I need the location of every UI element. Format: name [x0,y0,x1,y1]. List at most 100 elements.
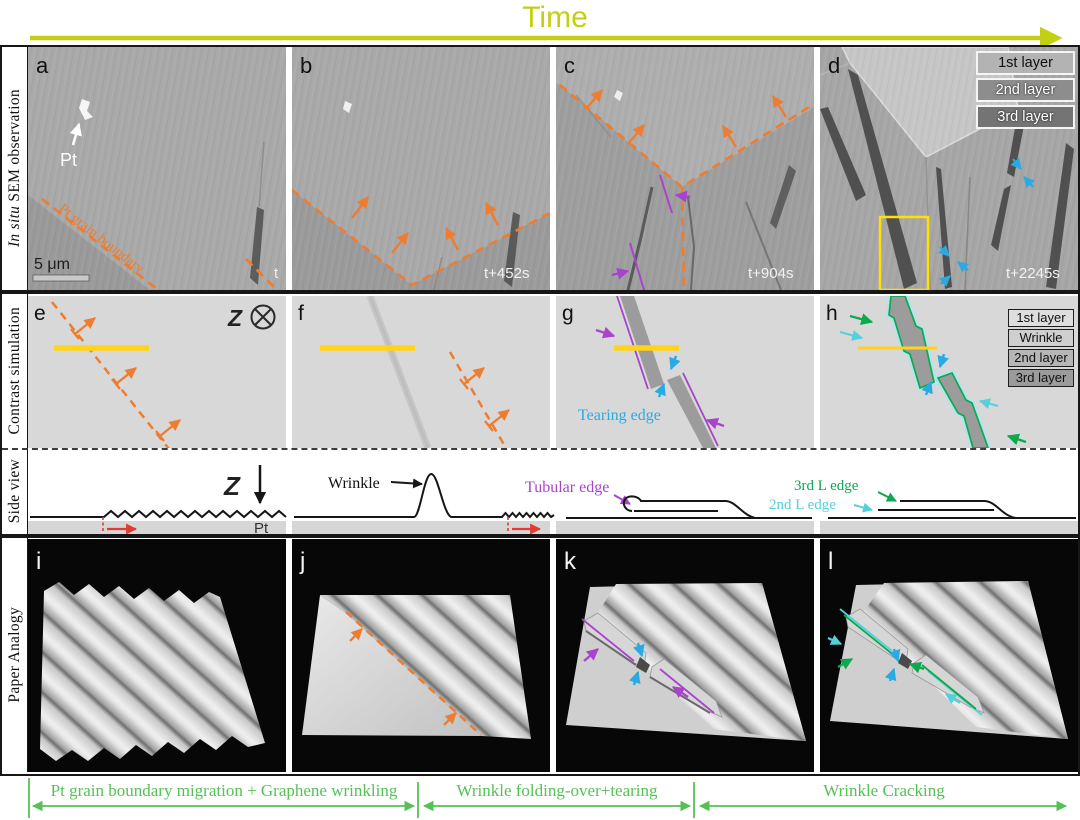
panel-letter: l [828,548,833,575]
migration-arrows [459,367,510,432]
z-axis-label: Z [227,305,243,331]
panel-letter: a [36,53,49,78]
cracked-wrinkle-lower [936,371,989,448]
timestamp: t [274,265,279,282]
pt-arrow-icon [69,122,82,146]
second-layer-edge-label: 2nd L edge [769,497,836,513]
stage2-label: Wrinkle folding-over+tearing [456,781,658,800]
flattened-paper [302,595,482,736]
grain-boundary-dashed-line [559,84,814,189]
panel-letter: k [564,548,577,575]
z-into-page-icon [250,304,276,330]
tubular-edge-label: Tubular edge [525,479,609,496]
panel-j-paper: j [292,539,550,772]
panel-letter: c [564,53,575,78]
pleated-paper [860,581,1068,739]
row-label-sem: In situ SEM observation [2,47,28,290]
migration-arrows [70,317,181,442]
side-view-band: Z Pt Wrinkle Tubular edge 3rd L edge 2nd… [28,451,1078,534]
tearing-arrows [629,642,645,686]
migration-arrows [585,89,788,148]
third-layer-edge-pointer [877,491,897,502]
third-layer-arrows [849,313,1027,446]
z-axis-label: Z [223,471,241,501]
tearing-edge-label: Tearing edge [578,407,661,424]
tear-notch [898,653,912,669]
tubular-edge-lines [595,296,725,447]
cracked-wrinkle-upper [888,296,935,390]
highlight-box [878,215,930,290]
grain-boundary-dashed-line [345,611,482,736]
panel-e-simulation: Z e [28,296,286,448]
stage-footer: Pt grain boundary migration + Graphene w… [28,778,1068,818]
legend-3rd-layer: 3rd layer [976,105,1075,129]
timestamp: t+452s [484,265,529,282]
crack-arrows [938,157,1035,287]
stage1-label: Pt grain boundary migration + Graphene w… [51,781,398,800]
migration-arrows [351,196,500,254]
panel-b-sem: t+452s b [292,47,550,290]
wrinkle-pointer-arrow [390,478,423,489]
tearing-arrows [654,355,681,398]
pt-substrate [28,521,1078,534]
tubular-edge-pointer [613,494,631,505]
panel-i-paper: i [28,539,286,772]
grain-boundary-dashed-line [41,197,161,290]
third-layer-edge-label: 3rd L edge [794,478,859,494]
scalebar-label: 5 μm [34,256,70,273]
graphene-profile-folded [622,495,756,519]
panel-letter: i [36,548,41,575]
stage3-label: Wrinkle Cracking [823,781,945,800]
graphene-profile-cracked [900,500,1017,519]
panel-letter: j [299,548,305,575]
legend-2nd-layer: 2nd layer [976,78,1075,102]
second-layer-edge-pointer [853,502,873,513]
folded-wrinkle-upper [620,296,664,389]
row-label-sideview: Side view [2,448,28,534]
scalebar [32,274,90,282]
panel-k-paper: k [556,539,814,772]
panel-letter: b [300,53,312,78]
legend-2nd-layer: 2nd layer [1008,349,1074,367]
migration-arrows [349,628,457,726]
grain-boundary-dashed-line [448,351,508,448]
panel-l-paper: l [820,539,1078,772]
panel-c-sem: t+904s c [556,47,814,290]
layer-legend-simulation: 1st layer Wrinkle 2nd layer 3rd layer [1008,309,1074,387]
legend-1st-layer: 1st layer [1008,309,1074,327]
graphene-profile-wrinkle [294,473,555,519]
time-header: Time [30,1,1063,45]
panel-f-simulation: f [292,296,550,448]
tear-notch [636,657,650,673]
tubular-edge-marks [611,174,691,290]
third-layer-edge-marks [837,614,977,710]
timestamp: t+2245s [1006,265,1060,282]
time-label: Time [522,1,588,34]
pt-particle [79,99,93,120]
legend-wrinkle: Wrinkle [1008,329,1074,347]
graphene-profile-wrinkling [30,509,287,519]
legend-3rd-layer: 3rd layer [1008,369,1074,387]
row-label-sem-italic: In situ [5,206,23,248]
timestamp: t+904s [748,265,793,282]
wrinkle-streak [250,207,264,285]
second-layer-arrows [839,330,999,409]
row-label-simulation: Contrast simulation [2,294,28,448]
wrinkle-label: Wrinkle [328,475,380,492]
panel-letter: f [298,302,304,325]
row-label-paper-analogy: Paper Analogy [2,538,28,772]
pleated-paper [320,595,531,739]
layer-legend-sem: 1st layer 2nd layer 3rd layer [976,51,1075,129]
panel-g-simulation: Tearing edge g [556,296,814,448]
panel-letter: h [826,302,838,325]
pt-substrate-label: Pt [254,520,269,534]
pleated-paper [40,582,265,761]
panel-letter: e [34,302,46,325]
sideview-divider [2,448,1076,450]
pt-label: Pt [60,150,77,170]
panel-a-sem: Pt Pt grain boundary 5 μm t a [28,47,286,290]
panel-letter: g [562,302,574,325]
panel-letter: d [828,53,840,78]
row-label-sem-rest: SEM observation [5,89,23,207]
